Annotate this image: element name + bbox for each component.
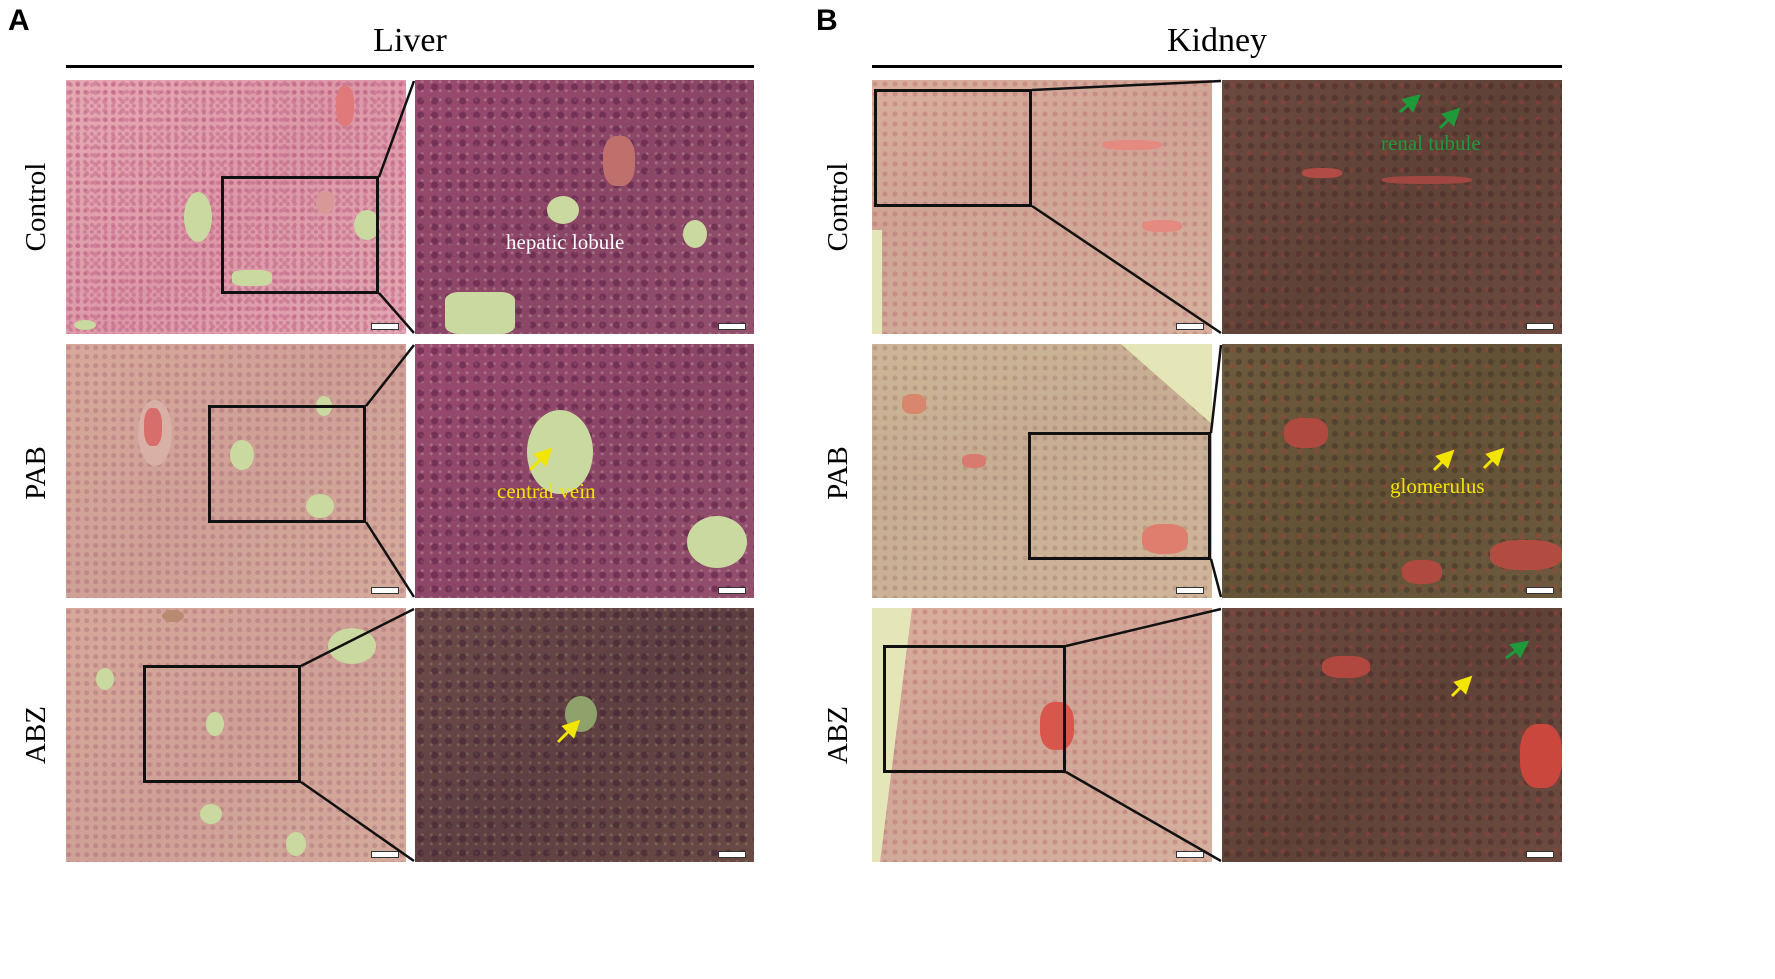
micrograph-kidney-control-high: [1222, 80, 1562, 334]
vessel: [683, 220, 707, 248]
inset-box-liver-abz: [143, 665, 301, 783]
blood-vessel: [1142, 524, 1188, 554]
scale-bar: [1176, 587, 1204, 594]
micrograph-kidney-abz-low: [872, 608, 1212, 862]
scale-bar: [1176, 323, 1204, 330]
micrograph-kidney-pab-high: [1222, 344, 1562, 598]
vessel: [206, 712, 224, 736]
connector-line: [300, 607, 415, 668]
vessel: [230, 440, 254, 470]
scale-bar: [371, 587, 399, 594]
connector-line: [1209, 558, 1223, 598]
vessel: [200, 804, 222, 824]
vessel: [306, 494, 334, 518]
kidney-background: [872, 230, 882, 334]
vessel: [162, 610, 184, 622]
micrograph-liver-pab-low: [66, 344, 406, 598]
label-renal-tubule: renal tubule: [1381, 131, 1481, 155]
inset-box-liver-pab: [208, 405, 366, 523]
scale-bar: [1526, 851, 1554, 858]
inset-box-kidney-abz: [883, 645, 1066, 773]
label-hepatic-lobule: hepatic lobule: [506, 230, 625, 254]
green-arrow: [1438, 107, 1461, 130]
blood-vessel: [1040, 702, 1074, 750]
blood-vessel: [902, 394, 926, 414]
micrograph-kidney-control-low: [872, 80, 1212, 334]
yellow-arrow: [528, 447, 553, 472]
vessel: [286, 832, 306, 856]
connector-line: [377, 80, 416, 178]
inset-box-kidney-pab: [1028, 432, 1211, 560]
green-arrow: [1399, 94, 1421, 114]
connector-line: [300, 780, 415, 863]
blood-vessel: [336, 86, 354, 126]
scale-bar: [718, 323, 746, 330]
micrograph-liver-abz-low: [66, 608, 406, 862]
scale-bar: [1176, 851, 1204, 858]
micrograph-liver-pab-high: [415, 344, 754, 598]
yellow-arrow: [556, 719, 581, 744]
blood-vessel: [1520, 724, 1562, 788]
label-glomerulus: glomerulus: [1390, 474, 1485, 498]
vessel: [328, 628, 376, 664]
vessel: [232, 270, 272, 286]
panel-title-liver: Liver: [373, 22, 447, 59]
vessel: [74, 320, 96, 330]
yellow-arrow: [1432, 449, 1455, 472]
blood-vessel: [144, 408, 162, 446]
scale-bar: [1526, 323, 1554, 330]
blood-vessel: [962, 454, 986, 468]
scale-bar: [718, 851, 746, 858]
panel-title-kidney: Kidney: [1166, 22, 1268, 59]
panel-letter-a: A: [8, 4, 30, 37]
blood-vessel: [1490, 540, 1562, 570]
micrograph-kidney-pab-low: [872, 344, 1212, 598]
blood-vessel: [1284, 418, 1328, 448]
green-arrow: [1505, 640, 1530, 660]
vessel: [445, 292, 515, 334]
panel-letter-b: B: [816, 4, 838, 37]
vessel: [354, 210, 380, 240]
vessel: [687, 516, 747, 568]
yellow-arrow: [1450, 675, 1473, 698]
connector-line: [364, 521, 416, 598]
connector-line: [1209, 344, 1223, 434]
scale-bar: [718, 587, 746, 594]
blood-vessel: [1382, 176, 1472, 184]
blood-vessel: [1102, 140, 1162, 150]
blood-vessel: [1302, 168, 1342, 178]
vessel: [316, 190, 334, 214]
scale-bar: [371, 851, 399, 858]
inset-box-kidney-control: [874, 89, 1032, 207]
connector-line: [378, 292, 415, 334]
vessel: [547, 196, 579, 224]
blood-vessel: [1322, 656, 1370, 678]
connector-line: [1031, 204, 1222, 335]
micrograph-kidney-abz-high: [1222, 608, 1562, 862]
micrograph-liver-control-high: [415, 80, 754, 334]
blood-vessel: [1402, 560, 1442, 584]
label-central-vein: central vein: [497, 479, 596, 503]
inset-box-liver-control: [221, 176, 379, 294]
connector-line: [365, 344, 415, 407]
yellow-arrow: [1482, 447, 1505, 470]
micrograph-liver-abz-high: [415, 608, 754, 862]
title-rule-kidney: [872, 65, 1562, 68]
title-rule-liver: [66, 65, 754, 68]
blood-vessel: [603, 136, 635, 186]
vessel: [96, 668, 114, 690]
connector-line: [1031, 79, 1222, 92]
connector-line: [1065, 770, 1222, 863]
blood-vessel: [1142, 220, 1182, 232]
scale-bar: [1526, 587, 1554, 594]
scale-bar: [371, 323, 399, 330]
vessel: [184, 192, 212, 242]
connector-line: [1065, 607, 1222, 648]
